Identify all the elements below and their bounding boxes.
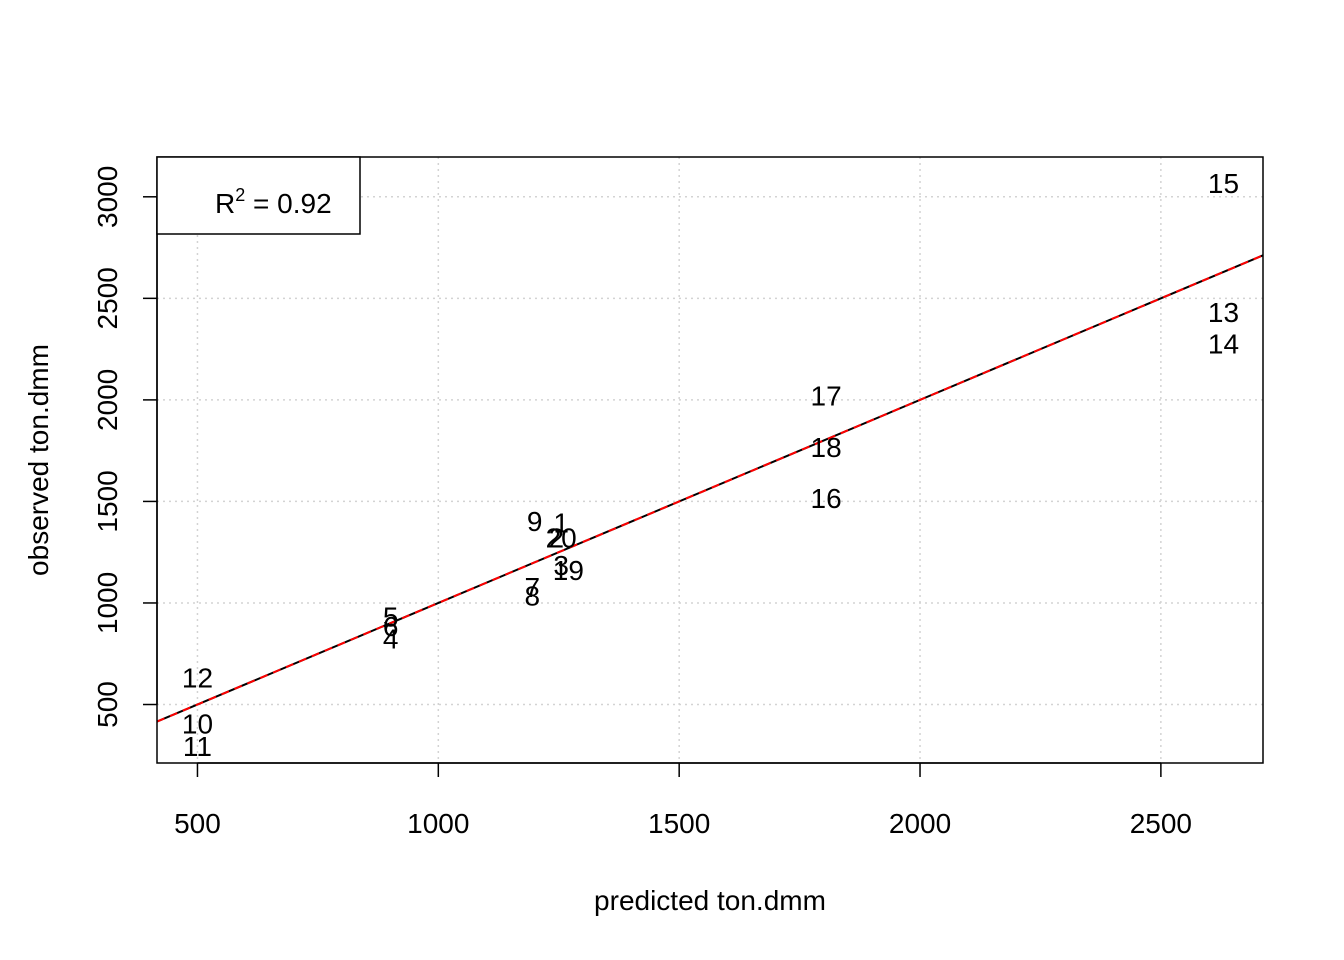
point-label-6: 6: [383, 611, 399, 642]
point-label-7: 7: [524, 572, 540, 603]
legend-superscript: 2: [235, 185, 245, 205]
x-tick-label: 1000: [407, 808, 469, 839]
legend-r-letter: R: [215, 188, 235, 219]
point-label-14: 14: [1208, 329, 1239, 360]
point-label-5: 5: [383, 602, 399, 633]
point-label-18: 18: [811, 432, 842, 463]
point-label-8: 8: [524, 580, 540, 611]
y-axis: 500 1000 1500 2000 2500 3000: [92, 166, 158, 728]
point-label-9: 9: [527, 506, 543, 537]
point-label-20: 20: [546, 522, 577, 553]
x-tick-label: 1500: [648, 808, 710, 839]
y-tick-label: 3000: [92, 166, 123, 228]
x-tick-label: 2000: [889, 808, 951, 839]
point-label-10: 10: [182, 708, 213, 739]
point-label-15: 15: [1208, 168, 1239, 199]
regression-lines: [156, 254, 1264, 723]
y-tick-label: 2500: [92, 267, 123, 329]
legend-value: = 0.92: [245, 188, 331, 219]
x-axis: 500 1000 1500 2000 2500: [174, 762, 1192, 839]
y-tick-label: 500: [92, 681, 123, 728]
x-axis-title: predicted ton.dmm: [594, 885, 826, 916]
legend-r-squared: R2 = 0.92: [215, 185, 332, 219]
point-label-19: 19: [553, 555, 584, 586]
y-axis-title: observed ton.dmm: [23, 344, 54, 576]
x-tick-label: 500: [174, 808, 221, 839]
point-label-1: 1: [553, 507, 569, 538]
point-label-17: 17: [811, 380, 842, 411]
grid-lines: [157, 157, 1263, 763]
point-label-3: 3: [553, 550, 569, 581]
identity-line: [156, 254, 1264, 723]
point-label-12: 12: [182, 663, 213, 694]
plot-frame: [156, 156, 1264, 764]
y-tick-label: 2000: [92, 369, 123, 431]
point-label-11: 11: [183, 731, 212, 762]
point-label-4: 4: [383, 624, 399, 655]
y-tick-label: 1000: [92, 572, 123, 634]
legend: R2 = 0.92: [156, 156, 361, 235]
y-tick-label: 1500: [92, 470, 123, 532]
legend-box: [156, 156, 361, 235]
point-label-2: 2: [549, 522, 565, 553]
point-label-16: 16: [811, 483, 842, 514]
point-label-13: 13: [1208, 297, 1239, 328]
x-tick-label: 2500: [1130, 808, 1192, 839]
